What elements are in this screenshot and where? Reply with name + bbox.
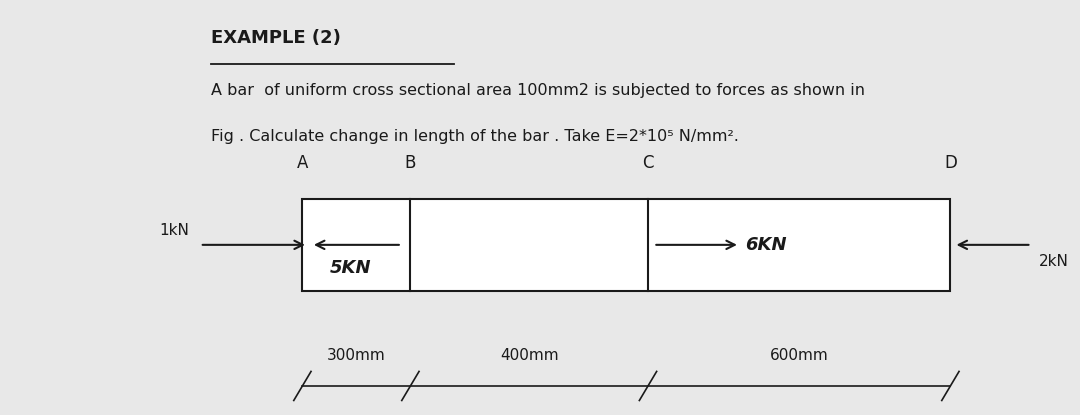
Text: 2kN: 2kN: [1039, 254, 1069, 269]
Text: A bar  of uniform cross sectional area 100mm2 is subjected to forces as shown in: A bar of uniform cross sectional area 10…: [211, 83, 865, 98]
Text: 1kN: 1kN: [159, 223, 189, 238]
Text: Fig . Calculate change in length of the bar . Take E=2*10⁵ N/mm².: Fig . Calculate change in length of the …: [211, 129, 739, 144]
Text: 400mm: 400mm: [500, 348, 558, 363]
Text: C: C: [643, 154, 653, 172]
Text: 300mm: 300mm: [327, 348, 386, 363]
Text: EXAMPLE (2): EXAMPLE (2): [211, 29, 340, 47]
Text: D: D: [944, 154, 957, 172]
Bar: [302, 199, 950, 290]
Text: 600mm: 600mm: [770, 348, 828, 363]
Text: A: A: [297, 154, 308, 172]
Text: 5KN: 5KN: [330, 259, 372, 277]
Text: B: B: [405, 154, 416, 172]
Text: 6KN: 6KN: [745, 236, 787, 254]
